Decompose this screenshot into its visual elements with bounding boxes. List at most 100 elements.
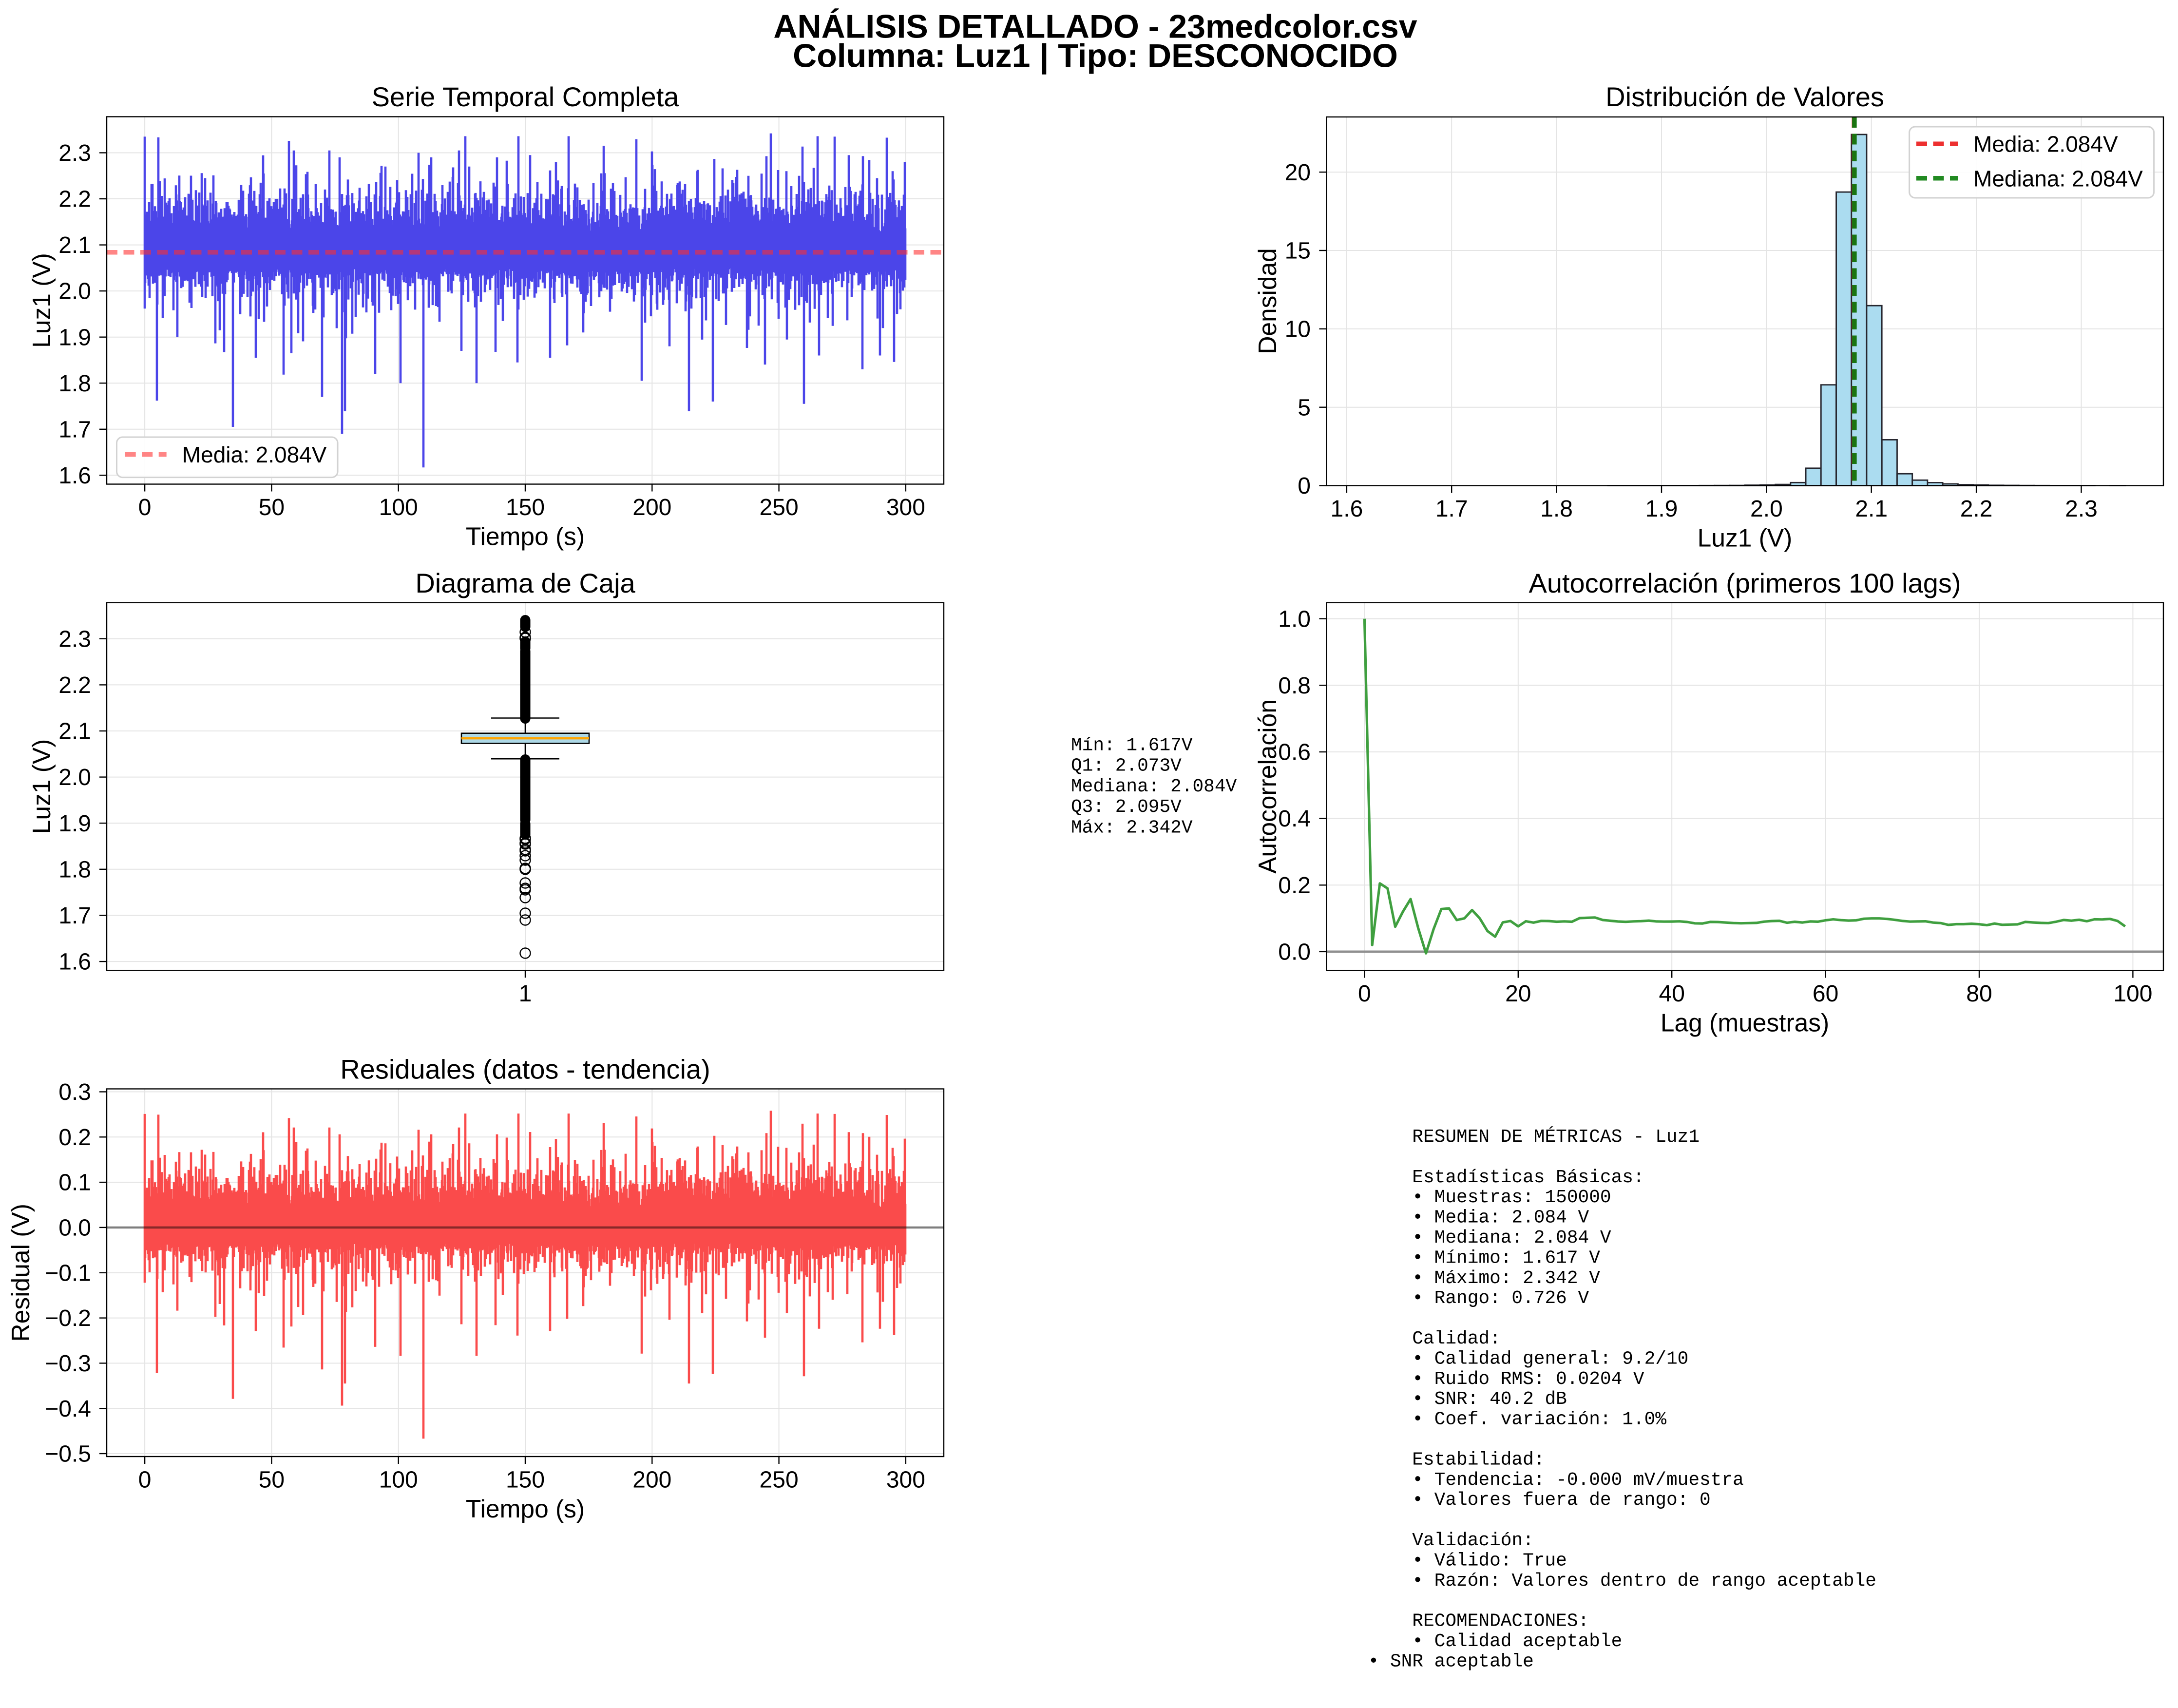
svg-text:• Válido: True: • Válido: True (1412, 1551, 1567, 1571)
svg-text:Diagrama de Caja: Diagrama de Caja (415, 568, 635, 598)
svg-text:• Máximo: 2.342 V: • Máximo: 2.342 V (1412, 1268, 1600, 1289)
svg-text:1: 1 (519, 981, 532, 1007)
svg-text:Autocorrelación (primeros 100: Autocorrelación (primeros 100 lags) (1528, 568, 1961, 598)
svg-text:0.1: 0.1 (58, 1170, 91, 1196)
svg-text:20: 20 (1505, 981, 1531, 1007)
svg-text:1.6: 1.6 (1331, 496, 1363, 522)
svg-text:200: 200 (632, 495, 671, 520)
svg-text:−0.5: −0.5 (45, 1441, 91, 1467)
svg-text:−0.3: −0.3 (45, 1351, 91, 1377)
svg-text:Residuales (datos - tendencia): Residuales (datos - tendencia) (340, 1054, 710, 1085)
svg-text:RECOMENDACIONES:: RECOMENDACIONES: (1412, 1612, 1589, 1632)
svg-text:2.2: 2.2 (58, 672, 91, 698)
svg-text:Q1: 2.073V: Q1: 2.073V (1071, 756, 1182, 777)
svg-text:Lag (muestras): Lag (muestras) (1661, 1008, 1829, 1036)
svg-text:Media: 2.084V: Media: 2.084V (1973, 132, 2118, 157)
svg-text:1.8: 1.8 (1540, 496, 1573, 522)
svg-text:300: 300 (886, 495, 925, 520)
svg-text:2.0: 2.0 (1750, 496, 1783, 522)
svg-text:Luz1 (V): Luz1 (V) (27, 739, 56, 834)
svg-text:2.0: 2.0 (58, 279, 91, 305)
svg-text:ANÁLISIS DETALLADO - 23medcolo: ANÁLISIS DETALLADO - 23medcolor.csv (773, 8, 1417, 45)
svg-text:Mediana: 2.084V: Mediana: 2.084V (1973, 166, 2143, 191)
svg-text:0.3: 0.3 (58, 1079, 91, 1105)
svg-text:0.2: 0.2 (1278, 873, 1311, 899)
svg-text:Estadísticas Básicas:: Estadísticas Básicas: (1412, 1168, 1644, 1188)
svg-text:2.3: 2.3 (58, 140, 91, 166)
svg-text:−0.4: −0.4 (45, 1396, 91, 1422)
svg-text:Calidad:: Calidad: (1412, 1329, 1500, 1349)
svg-text:10: 10 (1285, 317, 1311, 343)
svg-text:Validación:: Validación: (1412, 1531, 1534, 1551)
svg-text:Residual (V): Residual (V) (6, 1204, 35, 1342)
svg-text:0.8: 0.8 (1278, 673, 1311, 699)
svg-text:2.3: 2.3 (58, 626, 91, 652)
svg-text:1.7: 1.7 (1435, 496, 1468, 522)
svg-text:200: 200 (632, 1467, 671, 1493)
svg-text:1.9: 1.9 (1645, 496, 1678, 522)
svg-text:Tiempo (s): Tiempo (s) (466, 1495, 585, 1523)
svg-text:100: 100 (2113, 981, 2152, 1007)
svg-text:50: 50 (259, 1467, 285, 1493)
svg-text:Mediana: 2.084V: Mediana: 2.084V (1071, 777, 1237, 797)
svg-text:1.6: 1.6 (58, 463, 91, 489)
svg-text:• SNR: 40.2 dB: • SNR: 40.2 dB (1412, 1389, 1567, 1410)
svg-text:1.7: 1.7 (58, 903, 91, 929)
svg-text:• Valores fuera de rango: 0: • Valores fuera de rango: 0 (1412, 1490, 1710, 1511)
svg-text:15: 15 (1285, 238, 1311, 264)
svg-text:• Ruido RMS: 0.0204 V: • Ruido RMS: 0.0204 V (1412, 1369, 1644, 1390)
svg-text:Distribución de Valores: Distribución de Valores (1605, 81, 1884, 112)
svg-text:1.6: 1.6 (58, 949, 91, 975)
svg-text:−0.2: −0.2 (45, 1305, 91, 1331)
svg-text:Luz1 (V): Luz1 (V) (27, 253, 56, 348)
svg-text:Luz1 (V): Luz1 (V) (1698, 524, 1793, 552)
svg-text:RESUMEN DE MÉTRICAS - Luz1: RESUMEN DE MÉTRICAS - Luz1 (1412, 1127, 1700, 1148)
svg-text:• Media: 2.084 V: • Media: 2.084 V (1412, 1208, 1589, 1228)
svg-text:300: 300 (886, 1467, 925, 1493)
svg-text:0: 0 (1298, 473, 1311, 499)
svg-text:−0.1: −0.1 (45, 1260, 91, 1286)
svg-text:2.3: 2.3 (2065, 496, 2098, 522)
svg-text:Máx: 2.342V: Máx: 2.342V (1071, 818, 1193, 838)
svg-text:Estabilidad:: Estabilidad: (1412, 1450, 1545, 1470)
svg-text:• Coef. variación: 1.0%: • Coef. variación: 1.0% (1412, 1410, 1666, 1430)
svg-text:Serie Temporal Completa: Serie Temporal Completa (372, 81, 680, 112)
svg-text:0.2: 0.2 (58, 1125, 91, 1151)
svg-text:0.4: 0.4 (1278, 806, 1311, 832)
svg-text:Densidad: Densidad (1253, 248, 1281, 354)
svg-text:50: 50 (259, 495, 285, 520)
svg-text:1.9: 1.9 (58, 811, 91, 837)
svg-text:• Mediana: 2.084 V: • Mediana: 2.084 V (1412, 1228, 1611, 1248)
svg-text:0.0: 0.0 (1278, 940, 1311, 965)
svg-text:• Calidad aceptable: • Calidad aceptable (1412, 1631, 1622, 1652)
svg-text:1.7: 1.7 (58, 417, 91, 442)
svg-text:Q3: 2.095V: Q3: 2.095V (1071, 797, 1182, 818)
svg-text:80: 80 (1966, 981, 1992, 1007)
svg-text:Tiempo (s): Tiempo (s) (466, 522, 585, 551)
svg-text:2.0: 2.0 (58, 765, 91, 790)
svg-text:• Razón: Valores dentro de ran: • Razón: Valores dentro de rango aceptab… (1412, 1571, 1876, 1592)
svg-text:• Tendencia: -0.000 mV/muestra: • Tendencia: -0.000 mV/muestra (1412, 1470, 1743, 1491)
svg-text:2.1: 2.1 (58, 719, 91, 745)
svg-text:Columna: Luz1 | Tipo: DESCONOC: Columna: Luz1 | Tipo: DESCONOCIDO (793, 38, 1398, 75)
svg-text:1.8: 1.8 (58, 371, 91, 397)
svg-text:150: 150 (506, 495, 545, 520)
svg-text:0.6: 0.6 (1278, 740, 1311, 766)
svg-text:2.1: 2.1 (58, 232, 91, 258)
svg-text:0: 0 (138, 1467, 152, 1493)
svg-text:Mín: 1.617V: Mín: 1.617V (1071, 736, 1193, 756)
svg-text:• Mínimo: 1.617 V: • Mínimo: 1.617 V (1412, 1248, 1600, 1268)
svg-text:0: 0 (1358, 981, 1371, 1007)
svg-text:2.1: 2.1 (1855, 496, 1888, 522)
svg-text:0: 0 (138, 495, 152, 520)
svg-text:• Calidad general: 9.2/10: • Calidad general: 9.2/10 (1412, 1349, 1688, 1369)
svg-text:• Muestras: 150000: • Muestras: 150000 (1412, 1188, 1611, 1208)
svg-text:2.2: 2.2 (58, 187, 91, 212)
svg-text:100: 100 (379, 1467, 418, 1493)
svg-text:20: 20 (1285, 160, 1311, 186)
svg-text:100: 100 (379, 495, 418, 520)
svg-text:150: 150 (506, 1467, 545, 1493)
svg-text:• Rango: 0.726 V: • Rango: 0.726 V (1412, 1288, 1589, 1309)
svg-text:250: 250 (760, 495, 799, 520)
svg-text:1.0: 1.0 (1278, 606, 1311, 632)
